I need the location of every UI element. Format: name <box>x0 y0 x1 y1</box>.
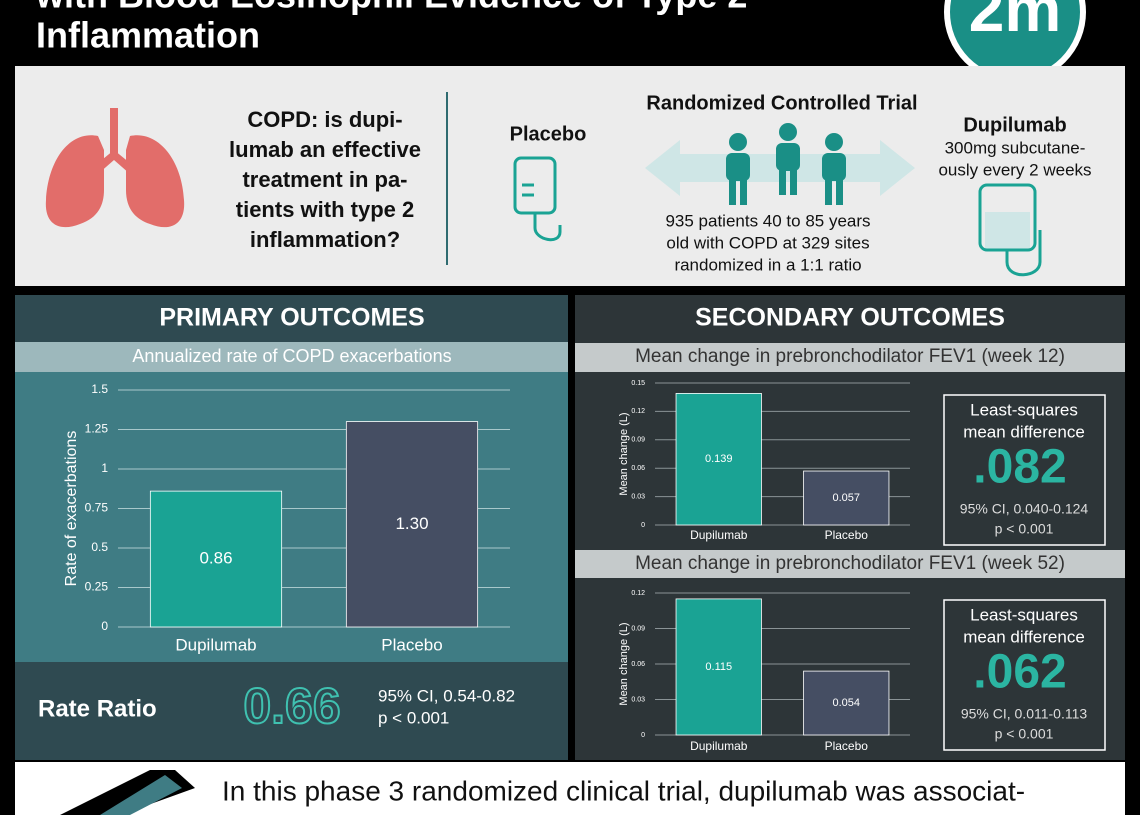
stat-box <box>943 394 1106 546</box>
y-tick-label: 0.03 <box>631 493 645 500</box>
stat-box-value: .062 <box>973 646 1066 699</box>
patients-line: 935 patients 40 to 85 years <box>665 211 870 230</box>
bar <box>345 421 479 628</box>
value-label: 0.86 <box>199 549 232 568</box>
stat-box-p: p < 0.001 <box>995 726 1054 742</box>
stat-label: Rate Ratio <box>38 695 157 722</box>
y-tick-label: 0 <box>101 619 108 633</box>
stat-box-label: Least-squares <box>970 605 1078 624</box>
design-label: Randomized Controlled Trial <box>646 92 917 114</box>
question-line: COPD: is dupi- <box>247 107 402 132</box>
iv-bag-icon <box>513 156 562 242</box>
stat-band <box>15 662 568 760</box>
y-tick-label: 1 <box>101 461 108 475</box>
value-label: 0.115 <box>705 661 732 673</box>
y-axis-title: Rate of exacerbations <box>63 431 80 587</box>
stat-box-label: mean difference <box>963 627 1085 646</box>
question-line: lumab an effective <box>229 137 421 162</box>
value-label: 1.30 <box>395 514 428 533</box>
bar <box>803 670 890 736</box>
stat-box-ci: 95% CI, 0.011-0.113 <box>961 706 1088 722</box>
y-tick-label: 0.09 <box>631 625 645 632</box>
y-tick-label: 0.25 <box>85 580 109 594</box>
patients-line: old with COPD at 329 sites <box>666 233 869 252</box>
y-tick-label: 0.06 <box>631 465 645 472</box>
stat-box-ci: 95% CI, 0.040-0.124 <box>960 501 1089 517</box>
stat-box-p: p < 0.001 <box>995 521 1054 537</box>
panel-heading: SECONDARY OUTCOMES <box>695 304 1005 332</box>
y-tick-label: 0.12 <box>631 590 645 597</box>
x-tick-label: Dupilumab <box>175 635 256 654</box>
question-line: treatment in pa- <box>242 167 407 192</box>
y-axis-title: Mean change (L) <box>618 622 630 705</box>
y-tick-label: 0.03 <box>631 696 645 703</box>
iv-bag-icon <box>978 183 1042 277</box>
dupilumab-label: Dupilumab <box>963 114 1066 136</box>
y-axis-title: Mean change (L) <box>618 412 630 495</box>
panel-heading: PRIMARY OUTCOMES <box>159 304 424 332</box>
conclusion-panel <box>15 762 1125 815</box>
title-line: Inflammation <box>36 15 260 56</box>
study-panel <box>15 66 1125 286</box>
chart-title-bar <box>575 343 1125 372</box>
lungs-icon <box>45 108 185 228</box>
chart-title: Mean change in prebronchodilator FEV1 (w… <box>635 346 1065 367</box>
bar <box>675 393 762 526</box>
bar <box>675 598 762 736</box>
question-line: tients with type 2 <box>236 197 414 222</box>
dose-line: 300mg subcutane- <box>945 138 1086 157</box>
y-tick-label: 0.5 <box>91 540 108 554</box>
stat-box-label: Least-squares <box>970 400 1078 419</box>
y-tick-label: 1.5 <box>91 382 108 396</box>
y-tick-label: 0.12 <box>631 408 645 415</box>
y-tick-label: 1.25 <box>85 422 109 436</box>
chart-title-bar <box>575 550 1125 578</box>
patients-line: randomized in a 1:1 ratio <box>674 255 861 274</box>
conclusion-text: In this phase 3 randomized clinical tria… <box>222 775 1025 806</box>
chart-title: Annualized rate of COPD exacerbations <box>132 346 451 366</box>
y-tick-label: 0 <box>641 732 645 739</box>
stat-ci: 95% CI, 0.54-0.82 <box>378 686 515 705</box>
people-icon <box>726 123 846 205</box>
chart-title-bar <box>15 342 568 372</box>
placebo-label: Placebo <box>510 123 587 145</box>
stat-box-value: .082 <box>973 441 1066 494</box>
x-tick-label: Placebo <box>825 528 869 542</box>
question-line: inflammation? <box>250 227 400 252</box>
title-line: with Blood Eosinophil Evidence of Type 2 <box>35 0 747 16</box>
x-tick-label: Placebo <box>381 635 442 654</box>
stat-box <box>943 599 1106 751</box>
bar <box>149 490 283 628</box>
x-tick-label: Dupilumab <box>690 528 748 542</box>
chart-title: Mean change in prebronchodilator FEV1 (w… <box>635 553 1065 574</box>
y-tick-label: 0.06 <box>631 661 645 668</box>
logo-text: 2m <box>969 0 1062 45</box>
dose-line: ously every 2 weeks <box>938 160 1091 179</box>
stat-box-label: mean difference <box>963 422 1085 441</box>
y-tick-label: 0.15 <box>631 380 645 387</box>
value-label: 0.054 <box>832 697 860 709</box>
y-tick-label: 0.09 <box>631 437 645 444</box>
x-tick-label: Placebo <box>825 739 869 753</box>
stat-p: p < 0.001 <box>378 708 449 727</box>
panel-header <box>15 295 568 342</box>
pencil-icon <box>60 770 195 815</box>
value-label: 0.139 <box>705 453 733 465</box>
bar <box>803 470 890 526</box>
x-tick-label: Dupilumab <box>690 739 748 753</box>
stat-value: 0.66 <box>243 678 340 734</box>
y-tick-label: 0.75 <box>85 501 109 515</box>
y-tick-label: 0 <box>641 522 645 529</box>
value-label: 0.057 <box>832 492 860 504</box>
